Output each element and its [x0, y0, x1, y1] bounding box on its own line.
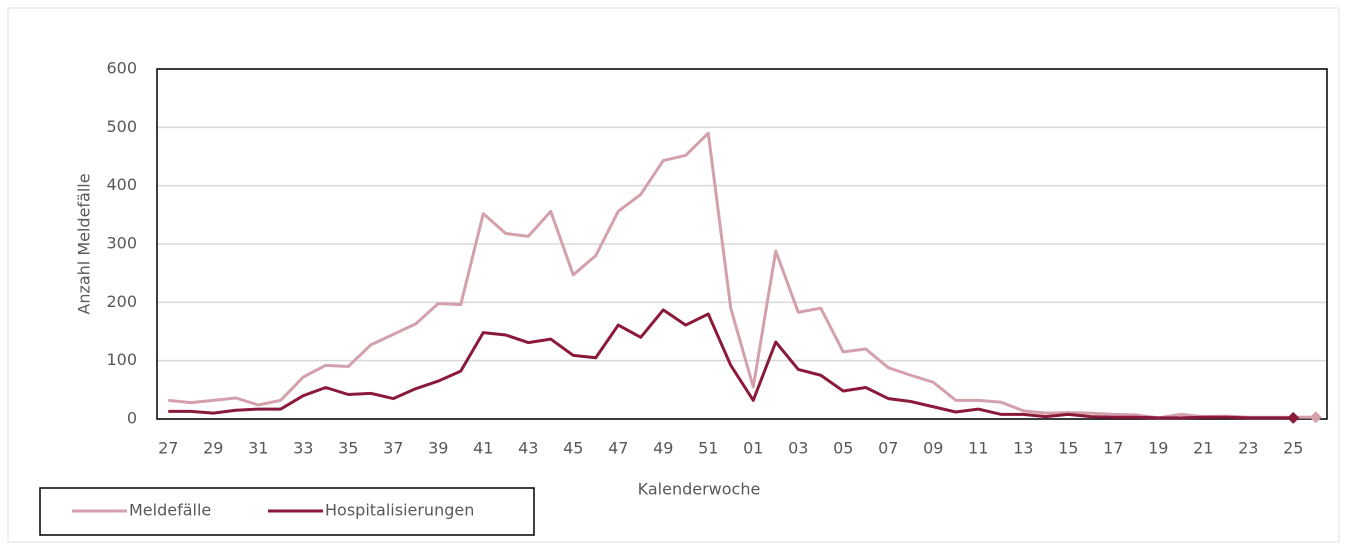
- x-tick-label: 25: [1283, 439, 1303, 458]
- y-tick-label: 100: [106, 350, 137, 369]
- x-tick-label: 01: [743, 439, 763, 458]
- end-marker: [1287, 411, 1300, 424]
- y-tick-label: 600: [106, 59, 137, 78]
- end-marker: [1309, 411, 1322, 424]
- x-tick-label: 11: [968, 439, 988, 458]
- chart-frame: [7, 7, 1340, 543]
- x-tick-label: 43: [518, 439, 538, 458]
- x-tick-label: 31: [248, 439, 268, 458]
- y-tick-label: 200: [106, 292, 137, 311]
- y-tick-label: 0: [127, 409, 137, 428]
- x-tick-label: 49: [653, 439, 673, 458]
- x-tick-label: 41: [473, 439, 493, 458]
- x-tick-label: 39: [428, 439, 448, 458]
- x-tick-label: 19: [1148, 439, 1168, 458]
- x-tick-label: 29: [203, 439, 223, 458]
- series-line: [168, 131, 1316, 420]
- y-axis-title: Anzahl Meldefälle: [75, 173, 94, 314]
- y-tick-label: 300: [106, 234, 137, 253]
- x-tick-label: 05: [833, 439, 853, 458]
- x-tick-label: 15: [1058, 439, 1078, 458]
- y-tick-label: 400: [106, 175, 137, 194]
- x-tick-label: 07: [878, 439, 898, 458]
- x-tick-label: 45: [563, 439, 583, 458]
- x-tick-label: 03: [788, 439, 808, 458]
- x-tick-label: 33: [293, 439, 313, 458]
- x-tick-label: 51: [698, 439, 718, 458]
- x-tick-label: 35: [338, 439, 358, 458]
- x-axis-title: Kalenderwoche: [638, 480, 761, 499]
- legend-label: Hospitalisierungen: [325, 501, 474, 520]
- x-tick-label: 09: [923, 439, 943, 458]
- x-tick-label: 17: [1103, 439, 1123, 458]
- plot-frame: [156, 68, 1328, 420]
- legend-label: Meldefälle: [129, 501, 211, 520]
- x-tick-label: 37: [383, 439, 403, 458]
- series-line: [168, 308, 1294, 420]
- x-tick-label: 47: [608, 439, 628, 458]
- x-tick-label: 13: [1013, 439, 1033, 458]
- y-tick-label: 500: [106, 117, 137, 136]
- x-tick-label: 23: [1238, 439, 1258, 458]
- x-tick-label: 21: [1193, 439, 1213, 458]
- x-tick-label: 27: [158, 439, 178, 458]
